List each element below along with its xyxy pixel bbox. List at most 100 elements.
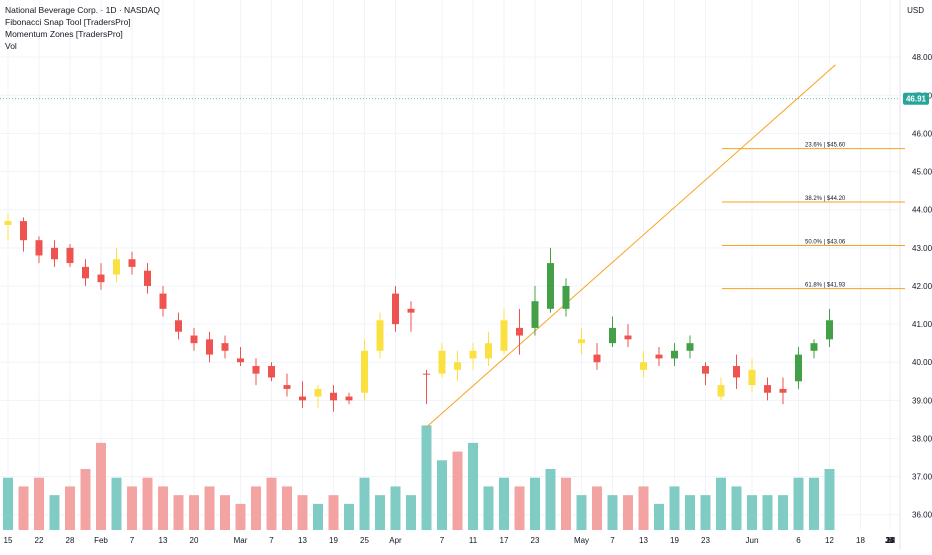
volume-bar (3, 477, 13, 530)
legend-indicator-fibonacci[interactable]: Fibonacci Snap Tool [TradersPro] (5, 17, 131, 27)
volume-bar (313, 503, 323, 530)
candle-body (748, 369, 756, 386)
candle-body (764, 385, 771, 393)
candle-body (469, 350, 477, 359)
candle-body (609, 327, 616, 344)
volume-bar (685, 495, 695, 530)
volume-bar (49, 495, 60, 530)
candle-body (113, 259, 120, 275)
x-tick-label: 6 (796, 536, 801, 545)
x-tick-label: 7 (130, 536, 135, 545)
candle-body (500, 320, 508, 351)
candle-body (392, 293, 399, 325)
candle-body (640, 362, 647, 370)
chart-legend: National Beverage Corp. · 1D · NASDAQ Fi… (5, 4, 160, 52)
volume-bar (514, 486, 525, 530)
volume-bar (499, 477, 509, 530)
x-tick-label: 19 (670, 536, 679, 545)
volume-bar (96, 442, 106, 530)
candle-body (299, 396, 306, 401)
volume-bar (700, 495, 711, 530)
x-tick-label: 18 (886, 536, 895, 545)
candle-body (531, 301, 539, 328)
volume-bar (468, 442, 478, 530)
legend-indicator-volume[interactable]: Vol (5, 41, 17, 51)
candle-body (733, 366, 740, 378)
candle-body (423, 373, 430, 375)
x-tick-label: 28 (66, 536, 75, 545)
candle-body (702, 366, 709, 374)
x-tick-label: Apr (389, 536, 402, 545)
x-tick-label: 22 (35, 536, 44, 545)
x-tick-label: Jun (746, 536, 759, 545)
volume-bar (235, 503, 246, 530)
y-tick-label: 45.00 (912, 168, 932, 177)
candle-body (485, 343, 492, 359)
fib-level-label: 50.0% | $43.06 (805, 240, 846, 246)
volume-bar (623, 495, 633, 530)
candle-body (686, 343, 694, 351)
candle-body (717, 385, 725, 397)
candle-body (221, 343, 229, 351)
candle-body (810, 343, 818, 351)
currency-label[interactable]: USD (907, 6, 924, 15)
candle-body (159, 293, 167, 309)
x-tick-label: 7 (269, 536, 274, 545)
x-tick-label: 11 (469, 536, 478, 545)
volume-bar (158, 486, 168, 530)
y-tick-label: 36.00 (912, 511, 932, 520)
x-tick-label: 23 (701, 536, 710, 545)
candle-body (66, 247, 74, 264)
x-tick-label: 13 (298, 536, 307, 545)
volume-bar (762, 495, 773, 530)
volume-bar (545, 469, 556, 530)
volume-bar (809, 477, 819, 530)
x-tick-label: 18 (856, 536, 865, 545)
volume-bar (406, 495, 416, 530)
fib-level-label: 23.6% | $45.60 (805, 143, 846, 149)
candle-body (593, 354, 601, 363)
x-tick-label: 13 (639, 536, 648, 545)
candle-body (314, 388, 322, 397)
x-tick-label: 7 (440, 536, 445, 545)
legend-title: National Beverage Corp. · 1D · NASDAQ (5, 5, 160, 15)
candle-body (4, 221, 12, 225)
candle-body (407, 308, 415, 313)
candle-body (578, 339, 585, 344)
candle-body (20, 221, 27, 241)
volume-bar (592, 486, 602, 530)
fib-level-label: 38.2% | $44.20 (805, 196, 846, 202)
y-tick-label: 39.00 (912, 396, 932, 405)
volume-bar (483, 486, 494, 530)
volume-bar (654, 503, 664, 530)
x-tick-label: 15 (4, 536, 13, 545)
candle-body (826, 320, 833, 340)
candle-body (361, 350, 368, 393)
volume-bar (344, 503, 354, 530)
y-tick-label: 37.00 (912, 473, 932, 482)
candle-body (35, 240, 43, 256)
candle-body (624, 335, 632, 340)
candle-body (283, 385, 291, 389)
candle-body (128, 259, 136, 267)
volume-bar (328, 495, 339, 530)
y-tick-label: 43.00 (912, 244, 932, 253)
volume-bar (204, 486, 215, 530)
legend-indicator-momentum[interactable]: Momentum Zones [TradersPro] (5, 29, 123, 39)
fib-level-label: 61.8% | $41.93 (805, 283, 846, 289)
x-tick-label: 19 (329, 536, 338, 545)
candle-body (376, 320, 384, 351)
fib-trend-line (426, 64, 836, 428)
volume-bar (80, 469, 91, 530)
y-tick-label: 44.00 (912, 206, 932, 215)
candle-body (454, 362, 461, 370)
volume-bar (793, 477, 804, 530)
x-tick-label: Jul (885, 536, 895, 545)
candle-body (206, 339, 213, 355)
last-price-label: 46.91 (906, 95, 927, 104)
x-tick-label: 13 (159, 536, 168, 545)
candle-body (655, 354, 663, 359)
volume-bar (437, 460, 447, 530)
